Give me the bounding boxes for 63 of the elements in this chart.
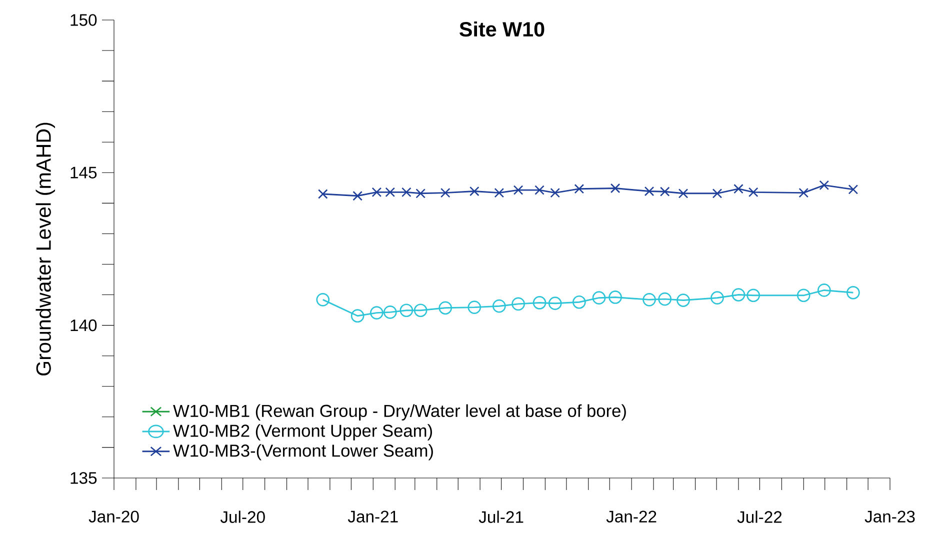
y-axis-title: Groundwater Level (mAHD) [36, 122, 56, 376]
y-tick-label: 145 [70, 166, 97, 178]
point [710, 291, 724, 305]
point [678, 188, 688, 198]
point [316, 293, 330, 306]
point [468, 300, 482, 314]
y-tick-label: 140 [70, 319, 97, 332]
y-tick-label: 150 [70, 14, 97, 26]
point [352, 190, 362, 201]
point [846, 286, 860, 300]
point [416, 188, 426, 198]
x-tick-label: Jan-20 [88, 510, 139, 522]
point [574, 184, 584, 194]
point [796, 288, 810, 302]
point [732, 288, 746, 302]
x-tick-label: Jan-23 [864, 510, 915, 522]
x-tick-label: Jan-21 [348, 510, 398, 522]
legend-label: W10-MB1 (Rewan Group - Dry/Water level at base of bore) [173, 404, 626, 420]
x-tick-label: Jul-21 [478, 510, 524, 523]
point [712, 188, 722, 198]
chart-title: Site W10 [460, 21, 544, 37]
point [469, 186, 480, 196]
point [748, 187, 758, 198]
point [610, 183, 620, 194]
point [658, 292, 672, 306]
point [370, 306, 384, 320]
point [534, 185, 544, 195]
point [644, 186, 654, 196]
point [734, 184, 744, 194]
point [414, 304, 428, 318]
point [512, 297, 525, 311]
point [592, 291, 606, 305]
point [383, 306, 397, 319]
point [548, 296, 562, 310]
point [492, 299, 506, 313]
x-tick-label: Jul-20 [220, 510, 265, 523]
point [402, 187, 412, 198]
point [372, 187, 382, 198]
point [817, 284, 831, 297]
point [572, 295, 586, 309]
point [550, 188, 560, 198]
x-tick-label: Jul-22 [737, 510, 782, 523]
point [746, 288, 760, 302]
point [676, 294, 690, 307]
point [318, 189, 328, 199]
point [819, 180, 830, 190]
point [440, 188, 450, 198]
x-tick-label: Jan-22 [606, 510, 656, 522]
point [532, 296, 546, 310]
point [350, 309, 364, 323]
legend-label: W10-MB3-(Vermont Lower Seam) [173, 444, 433, 460]
point [798, 188, 809, 198]
y-tick-label: 135 [70, 472, 97, 484]
point [848, 184, 858, 194]
point [642, 293, 656, 306]
point [608, 290, 622, 304]
point [660, 186, 670, 196]
legend-label: W10-MB2 (Vermont Upper Seam) [173, 424, 432, 440]
point [438, 301, 452, 315]
point [513, 185, 524, 195]
point [385, 187, 396, 198]
point [400, 304, 414, 318]
point [494, 188, 504, 198]
